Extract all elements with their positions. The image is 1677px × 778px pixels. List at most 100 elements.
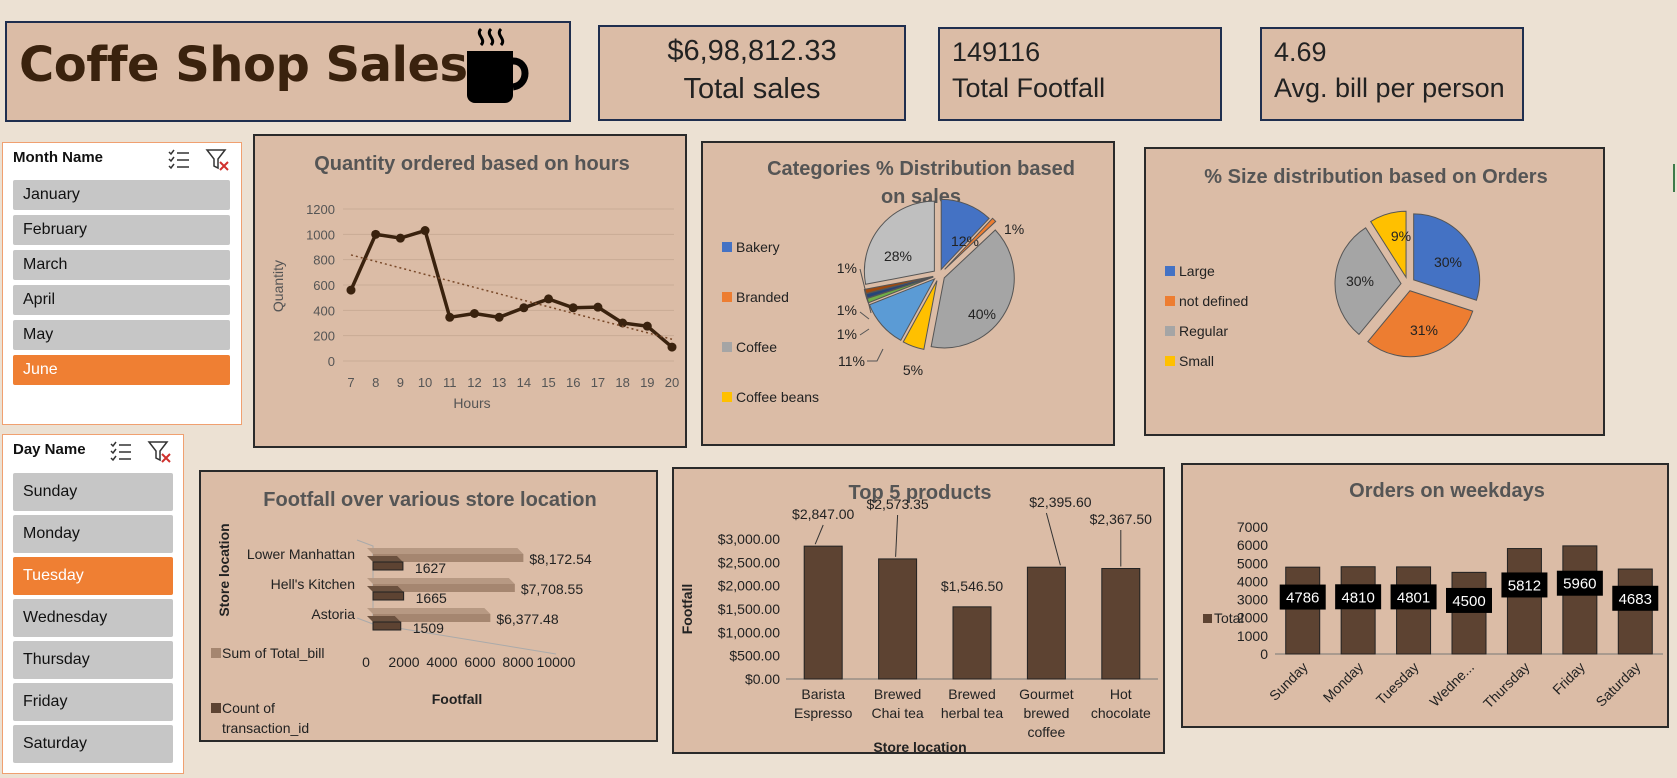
y-tick-label: 1000 (306, 227, 335, 242)
data-label: 4801 (1397, 589, 1430, 606)
slicer-item-day-wednesday[interactable]: Wednesday (13, 599, 173, 637)
y-tick-label: 200 (313, 329, 335, 344)
data-point (642, 321, 652, 331)
slicer-item-month-february[interactable]: February (13, 215, 230, 245)
month-slicer-title: Month Name (13, 149, 103, 166)
y-tick-label: 7000 (1237, 519, 1268, 535)
x-axis-label: Hours (453, 395, 490, 411)
chart-title: Quantity ordered based on hours (314, 153, 630, 175)
data-point (469, 309, 479, 318)
chart-title: Categories % Distribution based (767, 158, 1075, 180)
x-tick-label: 15 (541, 375, 555, 390)
y-axis-label: Store location (216, 523, 232, 616)
slicer-item-month-april[interactable]: April (13, 285, 230, 315)
data-label: $6,377.48 (496, 611, 558, 627)
data-label: $2,847.00 (792, 506, 854, 522)
slicer-item-month-may[interactable]: May (13, 320, 230, 350)
slicer-item-day-sunday[interactable]: Sunday (13, 473, 173, 511)
data-label-box (1612, 585, 1659, 611)
slicer-item-month-june[interactable]: June (13, 355, 230, 385)
x-tick-label: 9 (397, 375, 404, 390)
data-label: 1509 (413, 620, 444, 636)
slicer-item-month-march[interactable]: March (13, 250, 230, 280)
data-label: 31% (1410, 322, 1438, 338)
data-label: 11% (838, 353, 865, 369)
legend-label: Sum of Total_bill (222, 645, 324, 661)
x-tick-label: Friday (1549, 659, 1588, 698)
legend-swatch (722, 392, 732, 402)
data-point (494, 312, 504, 322)
x-tick-label: 13 (492, 375, 506, 390)
data-label: 12% (951, 233, 979, 249)
slicer-item-month-january[interactable]: January (13, 180, 230, 210)
multi-select-icon[interactable] (167, 148, 191, 170)
kpi-total-footfall: 149116 Total Footfall (938, 27, 1222, 121)
pie-slice (863, 275, 934, 295)
axis-floor (372, 623, 557, 655)
slicer-item-day-thursday[interactable]: Thursday (13, 641, 173, 679)
bar-top (367, 586, 404, 592)
day-slicer: Day Name Sunday Monday Tuesday Wednesday Thu… (2, 434, 184, 774)
data-point (519, 303, 529, 313)
x-tick-label: coffee (1027, 724, 1065, 740)
coffee-cup-icon (467, 27, 529, 103)
legend-label: Coffee (736, 339, 777, 355)
data-label: 1627 (415, 560, 446, 576)
data-label: 1% (837, 260, 857, 276)
chart-footfall-bar: Footfall over various store location Lowe… (199, 470, 658, 742)
x-tick-label: Brewed (874, 686, 921, 702)
kpi-total-footfall-value: 149116 (952, 37, 1041, 67)
x-tick-label: Monday (1320, 659, 1367, 706)
data-label-box (1335, 584, 1382, 610)
data-label: 9% (1391, 228, 1411, 244)
chart-top-products: Top 5 products $0.00 $500.00 $1,000.00 $1,50… (672, 467, 1165, 754)
y-tick-label: 400 (313, 303, 335, 318)
x-tick-label: Espresso (794, 705, 853, 721)
y-tick-label: 800 (313, 253, 335, 268)
clear-filter-icon[interactable] (147, 440, 173, 464)
data-label: 5% (903, 362, 923, 378)
legend-swatch (1165, 266, 1175, 276)
data-point (371, 229, 381, 239)
slicer-item-day-friday[interactable]: Friday (13, 683, 173, 721)
legend-swatch (722, 342, 732, 352)
x-tick-label: 14 (517, 375, 531, 390)
slicer-item-day-monday[interactable]: Monday (13, 515, 173, 553)
dashboard-title: Coffe Shop Sales (19, 37, 468, 93)
x-tick-label: 10 (418, 375, 432, 390)
y-tick-label: 1000 (1237, 628, 1268, 644)
data-label: $2,395.60 (1029, 494, 1091, 510)
data-label-box (1390, 584, 1437, 610)
data-point (544, 294, 554, 304)
pie-slice (902, 280, 938, 350)
x-tick-label: 19 (640, 375, 654, 390)
x-tick-label: 20 (665, 375, 679, 390)
category-label: Hell's Kitchen (271, 576, 355, 592)
kpi-avg-bill-label: Avg. bill per person (1274, 73, 1505, 103)
x-tick-label: Brewed (948, 686, 995, 702)
pie-slice (944, 217, 997, 270)
data-point (667, 342, 677, 352)
slicer-item-day-tuesday[interactable]: Tuesday (13, 557, 173, 595)
bar (878, 558, 918, 680)
legend-swatch (211, 703, 221, 713)
data-label: $2,573.35 (866, 496, 928, 512)
clear-filter-icon[interactable] (205, 148, 231, 172)
data-label: $1,546.50 (941, 578, 1003, 594)
bar-count (372, 561, 404, 571)
x-tick-label: 18 (615, 375, 629, 390)
legend-label: Large (1179, 263, 1215, 279)
slicer-item-day-saturday[interactable]: Saturday (13, 725, 173, 763)
data-label: 40% (968, 306, 996, 322)
x-tick-label: brewed (1023, 705, 1069, 721)
data-line-series (349, 228, 674, 349)
legend-swatch (1165, 356, 1175, 366)
data-label: $8,172.54 (529, 551, 591, 567)
multi-select-icon[interactable] (109, 440, 133, 462)
trendline (350, 254, 673, 340)
data-label: 30% (1346, 273, 1374, 289)
data-label: 5960 (1563, 576, 1596, 593)
chart-size-pie: % Size distribution based on Orders Large… (1144, 147, 1605, 436)
y-tick-label: $3,000.00 (718, 531, 780, 547)
kpi-avg-bill: 4.69 Avg. bill per person (1260, 27, 1524, 121)
